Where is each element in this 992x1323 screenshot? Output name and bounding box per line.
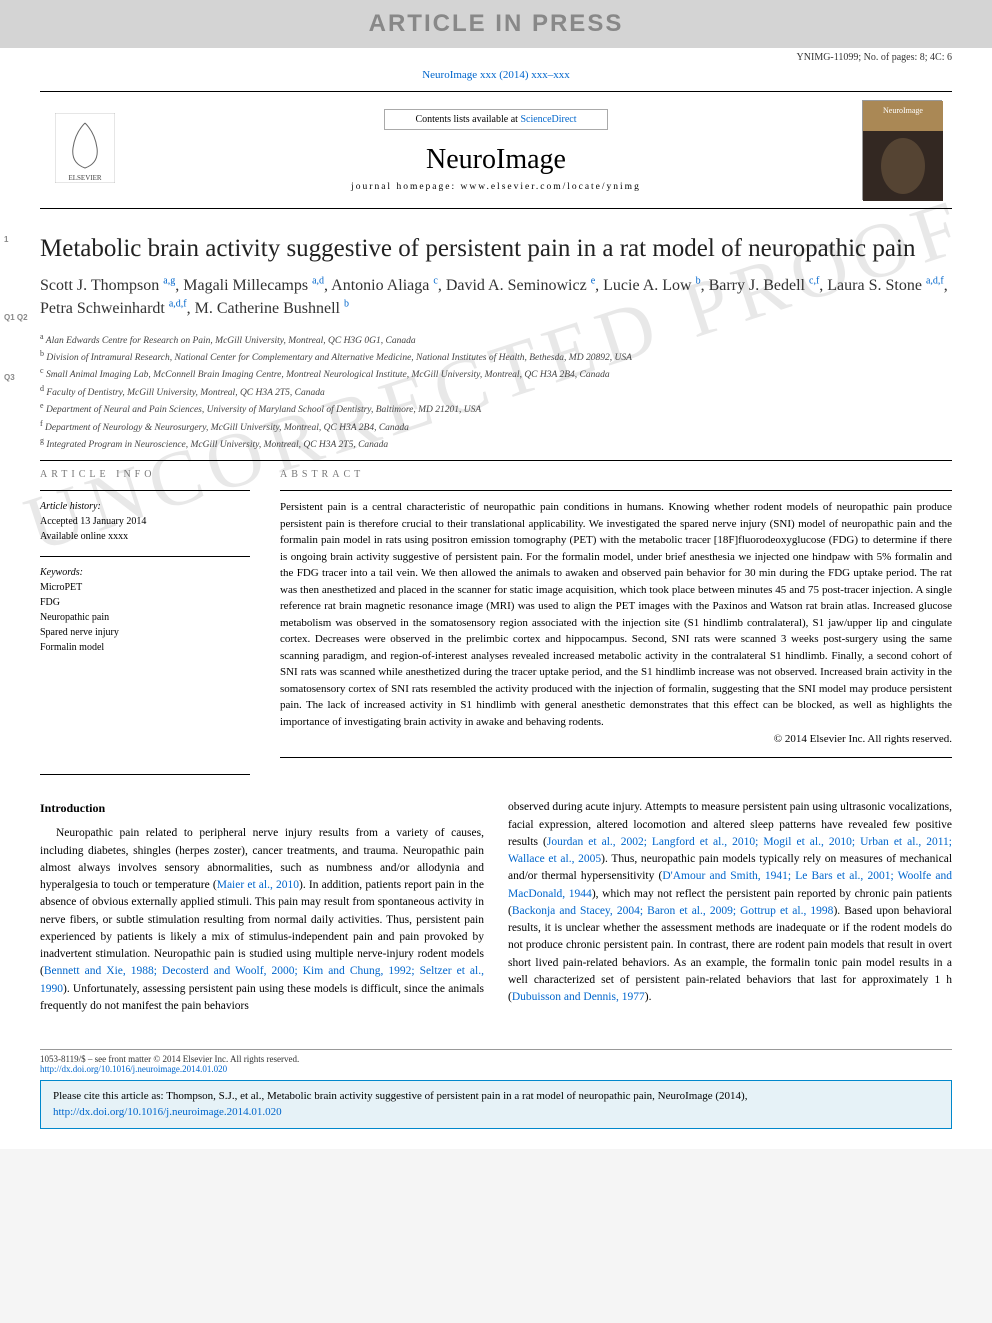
introduction-heading: Introduction [40,799,484,817]
body-column-left: Q6 Introduction Neuropathic pain related… [40,799,484,1015]
journal-cover-thumbnail: NeuroImage [862,100,942,200]
citation-box: Please cite this article as: Thompson, S… [40,1080,952,1129]
sciencedirect-link[interactable]: ScienceDirect [520,114,576,125]
page: UNCORRECTED PROOF ARTICLE IN PRESS YNIMG… [0,0,992,1149]
body-paragraph: observed during acute injury. Attempts t… [508,799,952,1006]
divider [40,490,250,491]
body-paragraph: Neuropathic pain related to peripheral n… [40,825,484,1015]
divider [280,490,952,491]
divider [40,556,250,557]
abstract-text: Persistent pain is a central characteris… [280,499,952,730]
footer-rights-doi: 1053-8119/$ – see front matter © 2014 El… [40,1049,952,1074]
article-history: Article history: Accepted 13 January 201… [40,499,250,544]
contents-available-line: Contents lists available at ScienceDirec… [384,109,607,130]
svg-text:NeuroImage: NeuroImage [883,106,923,115]
journal-homepage: journal homepage: www.elsevier.com/locat… [130,182,862,192]
publisher-logo-wrap: ELSEVIER [40,113,130,188]
divider [40,774,250,775]
article-info-column: ARTICLE INFO Article history: Accepted 1… [40,469,250,766]
abstract-heading: ABSTRACT [280,469,952,480]
copyright-line: © 2014 Elsevier Inc. All rights reserved… [280,733,952,745]
document-id: YNIMG-11099; No. of pages: 8; 4C: 6 [0,48,992,65]
history-label: Article history: [40,499,250,514]
keywords-list: MicroPETFDGNeuropathic painSpared nerve … [40,580,250,655]
body-two-column: Q6 Introduction Neuropathic pain related… [40,799,952,1015]
query-marker: Q1 Q2 [4,313,28,322]
elsevier-tree-logo: ELSEVIER [55,113,115,183]
divider [280,757,952,758]
available-online: Available online xxxx [40,529,250,544]
rights-line: 1053-8119/$ – see front matter © 2014 El… [40,1054,952,1064]
abstract-column: ABSTRACT Persistent pain is a central ch… [280,469,952,766]
info-abstract-row: ARTICLE INFO Article history: Accepted 1… [40,469,952,766]
article-content: 1 Metabolic brain activity suggestive of… [0,233,992,1035]
divider [40,460,952,461]
body-column-right: observed during acute injury. Attempts t… [508,799,952,1015]
cite-text: Please cite this article as: Thompson, S… [53,1090,747,1102]
doi-link[interactable]: http://dx.doi.org/10.1016/j.neuroimage.2… [40,1064,952,1074]
keywords-label: Keywords: [40,565,250,580]
article-title: Metabolic brain activity suggestive of p… [40,233,952,264]
cover-thumb-wrap: NeuroImage [862,100,952,200]
keywords-block: Keywords: MicroPETFDGNeuropathic painSpa… [40,565,250,655]
line-marker: 1 [4,235,8,244]
affiliations: a Alan Edwards Centre for Research on Pa… [40,331,952,453]
query-marker: Q3 [4,373,15,382]
article-in-press-banner: ARTICLE IN PRESS [0,0,992,48]
article-info-heading: ARTICLE INFO [40,469,250,480]
svg-text:ELSEVIER: ELSEVIER [68,174,101,182]
accepted-date: Accepted 13 January 2014 [40,514,250,529]
journal-masthead: ELSEVIER Contents lists available at Sci… [40,91,952,209]
masthead-center: Contents lists available at ScienceDirec… [130,109,862,192]
journal-reference: NeuroImage xxx (2014) xxx–xxx [0,65,992,91]
journal-name: NeuroImage [130,144,862,176]
contents-pre: Contents lists available at [415,114,520,125]
authors-list: Scott J. Thompson a,g, Magali Millecamps… [40,274,952,320]
cite-doi-link[interactable]: http://dx.doi.org/10.1016/j.neuroimage.2… [53,1106,282,1118]
